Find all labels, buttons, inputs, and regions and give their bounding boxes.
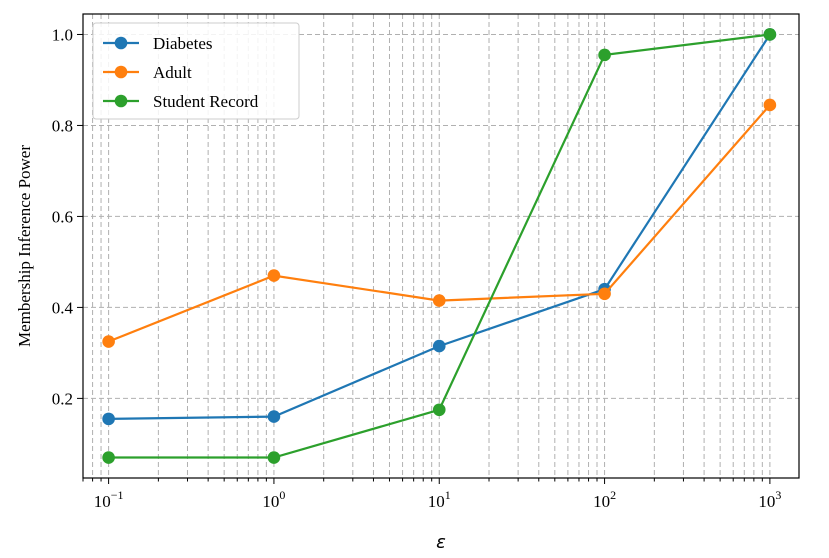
- x-tick-base: 10: [428, 492, 445, 511]
- x-tick-label: 100: [262, 488, 285, 511]
- legend-marker: [114, 65, 128, 79]
- y-tick-label: 0.2: [52, 389, 73, 408]
- x-tick-base: 10: [758, 492, 775, 511]
- x-tick-base: 10: [262, 492, 279, 511]
- data-point: [102, 412, 115, 426]
- x-tick-label: 10−1: [94, 488, 124, 511]
- legend-marker: [114, 36, 128, 50]
- y-axis-label: Membership Inference Power: [15, 145, 34, 347]
- y-tick-label: 1.0: [52, 25, 73, 44]
- x-tick-exponent: 1: [445, 488, 451, 502]
- data-point: [267, 410, 281, 423]
- x-axis-label: ε: [436, 532, 446, 553]
- data-point: [763, 98, 777, 112]
- data-point: [267, 269, 281, 282]
- x-tick-base: 10: [593, 492, 610, 511]
- x-tick-exponent: 2: [610, 488, 616, 502]
- x-tick-exponent: −1: [111, 488, 124, 502]
- data-point: [432, 294, 446, 307]
- data-point: [598, 287, 611, 301]
- legend-box: [92, 22, 300, 120]
- data-point: [102, 335, 115, 348]
- x-tick-label: 102: [593, 488, 616, 511]
- grid: [82, 14, 799, 478]
- data-point: [763, 28, 777, 41]
- legend-label: Student Record: [153, 92, 259, 111]
- data-point: [102, 451, 115, 464]
- legend-marker: [114, 94, 128, 108]
- data-point: [267, 451, 281, 464]
- y-tick-label: 0.4: [52, 298, 74, 317]
- x-tick-exponent: 3: [775, 488, 781, 502]
- legend: Diabetes Adult Student Record: [92, 22, 300, 120]
- plot-frame: [82, 13, 800, 479]
- x-tick-exponent: 0: [279, 488, 285, 502]
- x-tick-label: 103: [758, 488, 781, 511]
- x-tick-base: 10: [94, 492, 111, 511]
- axis-ticks: 0.20.40.60.81.010−1 100 101 102 103: [52, 25, 782, 511]
- data-point: [598, 48, 611, 62]
- series-layer: [102, 28, 777, 464]
- x-tick-label: 101: [428, 488, 451, 511]
- legend-label: Diabetes: [153, 34, 212, 53]
- y-tick-label: 0.8: [52, 116, 73, 135]
- legend-label: Adult: [153, 63, 192, 82]
- data-point: [432, 403, 446, 417]
- y-tick-label: 0.6: [52, 207, 73, 226]
- data-point: [432, 339, 446, 353]
